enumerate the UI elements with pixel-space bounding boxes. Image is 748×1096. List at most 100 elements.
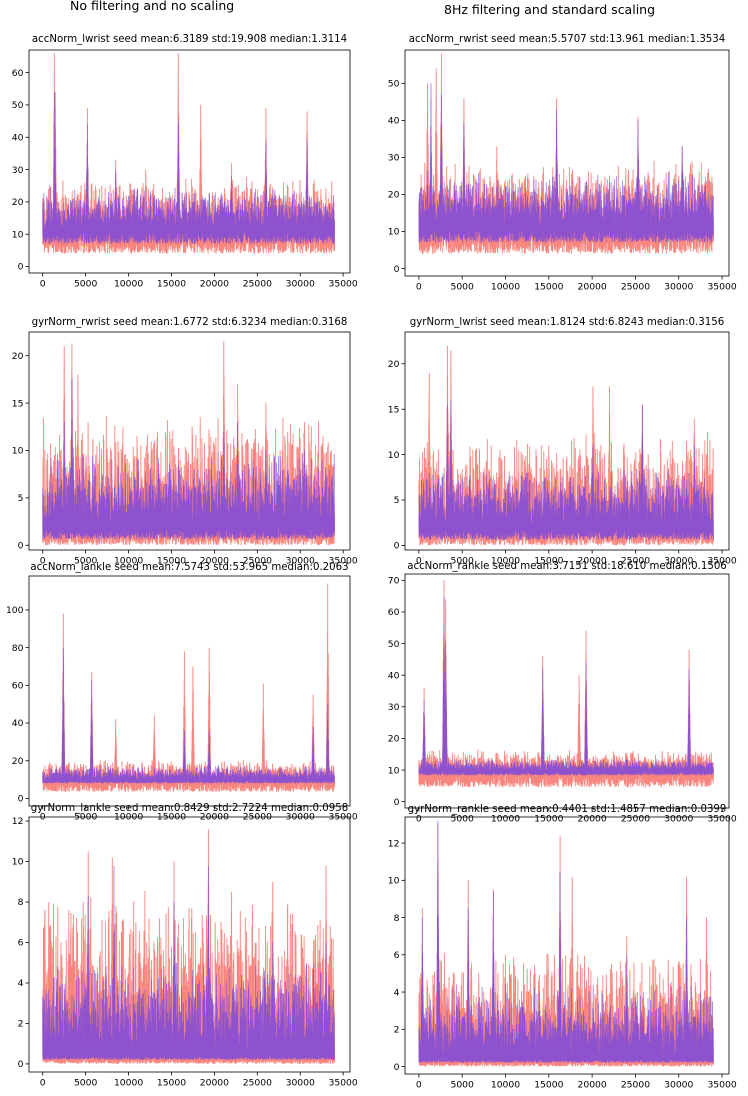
y-tick-label: 0 xyxy=(18,540,24,551)
y-tick-label: 100 xyxy=(6,605,24,616)
series-line-processed xyxy=(418,83,714,243)
y-tick-label: 20 xyxy=(388,734,400,745)
x-tick-label: 35000 xyxy=(707,1080,736,1091)
y-tick-label: 70 xyxy=(388,576,400,587)
x-tick-label: 15000 xyxy=(534,814,563,825)
column-title-left: No filtering and no scaling xyxy=(70,0,235,13)
y-tick-label: 15 xyxy=(12,398,24,409)
x-tick-label: 0 xyxy=(40,279,46,290)
series-line-processed xyxy=(42,91,335,244)
x-tick-label: 35000 xyxy=(707,556,736,567)
x-tick-label: 15000 xyxy=(157,1078,186,1089)
x-tick-label: 30000 xyxy=(664,282,693,293)
x-tick-label: 25000 xyxy=(621,282,650,293)
x-tick-label: 25000 xyxy=(621,1080,650,1091)
y-tick-label: 40 xyxy=(12,132,24,143)
x-tick-label: 20000 xyxy=(200,1078,229,1089)
y-tick-label: 20 xyxy=(388,190,400,201)
series-line-processed xyxy=(418,820,714,1063)
x-tick-label: 10000 xyxy=(491,814,520,825)
x-tick-label: 20000 xyxy=(578,556,607,567)
series-line-processed xyxy=(418,400,714,541)
y-tick-label: 10 xyxy=(388,450,400,461)
x-tick-label: 30000 xyxy=(286,556,315,567)
y-tick-label: 60 xyxy=(12,68,24,79)
x-tick-label: 0 xyxy=(40,556,46,567)
y-tick-label: 60 xyxy=(388,607,400,618)
x-tick-label: 25000 xyxy=(243,556,272,567)
chart-title: accNorm_rwrist seed mean:5.5707 std:13.9… xyxy=(409,34,726,45)
series-line-processed xyxy=(42,647,335,784)
y-tick-label: 40 xyxy=(388,670,400,681)
x-tick-label: 35000 xyxy=(329,1078,358,1089)
y-tick-label: 8 xyxy=(18,897,24,908)
y-tick-label: 50 xyxy=(12,100,24,111)
column-title-right: 8Hz filtering and standard scaling xyxy=(444,2,656,17)
y-tick-label: 5 xyxy=(394,495,400,506)
x-tick-label: 15000 xyxy=(534,282,563,293)
x-tick-label: 0 xyxy=(416,814,422,825)
plot-frame xyxy=(404,331,730,551)
x-tick-label: 25000 xyxy=(621,814,650,825)
plot-frame xyxy=(28,816,351,1073)
y-tick-label: 12 xyxy=(12,816,24,827)
x-tick-label: 20000 xyxy=(578,282,607,293)
y-tick-label: 20 xyxy=(388,359,400,370)
x-tick-label: 15000 xyxy=(534,1080,563,1091)
series-line-processed xyxy=(42,865,335,1060)
y-tick-label: 2 xyxy=(394,1025,400,1036)
x-tick-label: 5000 xyxy=(74,1078,98,1089)
y-tick-label: 50 xyxy=(388,639,400,650)
chart-panel-6: accNorm_rankle seed mean:3.7151 std:18.6… xyxy=(388,561,737,825)
y-tick-label: 0 xyxy=(394,264,400,275)
x-tick-label: 25000 xyxy=(243,279,272,290)
chart-title: gyrNorm_rankle seed mean:0.4401 std:1.48… xyxy=(408,804,727,815)
x-tick-label: 15000 xyxy=(157,556,186,567)
x-tick-label: 35000 xyxy=(329,556,358,567)
chart-title: accNorm_rankle seed mean:3.7151 std:18.6… xyxy=(407,561,727,572)
y-tick-label: 2 xyxy=(18,1019,24,1030)
series-line-processed xyxy=(42,379,335,540)
chart-panel-8: gyrNorm_rankle seed mean:0.4401 std:1.48… xyxy=(388,804,737,1091)
y-tick-label: 0 xyxy=(18,1059,24,1070)
x-tick-label: 10000 xyxy=(114,1078,143,1089)
chart-title: gyrNorm_lankle seed mean:0.8429 std:2.72… xyxy=(31,803,348,814)
plot-frame xyxy=(404,49,730,277)
x-tick-label: 20000 xyxy=(578,1080,607,1091)
y-tick-label: 20 xyxy=(12,197,24,208)
plot-frame xyxy=(404,816,730,1075)
x-tick-label: 0 xyxy=(416,556,422,567)
y-tick-label: 10 xyxy=(12,229,24,240)
x-tick-label: 10000 xyxy=(491,556,520,567)
x-tick-label: 20000 xyxy=(200,556,229,567)
y-tick-label: 10 xyxy=(388,876,400,887)
y-tick-label: 30 xyxy=(388,153,400,164)
y-tick-label: 50 xyxy=(388,79,400,90)
x-tick-label: 5000 xyxy=(450,1080,474,1091)
y-tick-label: 20 xyxy=(12,351,24,362)
y-tick-label: 10 xyxy=(388,765,400,776)
x-tick-label: 15000 xyxy=(157,279,186,290)
y-tick-label: 0 xyxy=(394,1062,400,1073)
y-tick-label: 40 xyxy=(388,116,400,127)
y-tick-label: 10 xyxy=(12,857,24,868)
chart-title: accNorm_lankle seed mean:7.5743 std:53.9… xyxy=(30,562,348,573)
x-tick-label: 10000 xyxy=(491,282,520,293)
x-tick-label: 0 xyxy=(40,1078,46,1089)
x-tick-label: 35000 xyxy=(329,279,358,290)
chart-panel-3: gyrNorm_rwrist seed mean:1.6772 std:6.32… xyxy=(12,317,358,567)
y-tick-label: 0 xyxy=(394,541,400,552)
x-tick-label: 20000 xyxy=(578,814,607,825)
x-tick-label: 25000 xyxy=(621,556,650,567)
x-tick-label: 0 xyxy=(416,1080,422,1091)
y-tick-label: 15 xyxy=(388,404,400,415)
chart-title: gyrNorm_lwrist seed mean:1.8124 std:6.82… xyxy=(410,317,724,328)
x-tick-label: 5000 xyxy=(74,279,98,290)
chart-title: accNorm_lwrist seed mean:6.3189 std:19.9… xyxy=(32,34,347,45)
y-tick-label: 30 xyxy=(12,165,24,176)
y-tick-label: 30 xyxy=(388,702,400,713)
y-tick-label: 20 xyxy=(12,756,24,767)
y-tick-label: 0 xyxy=(18,794,24,805)
x-tick-label: 35000 xyxy=(707,814,736,825)
x-tick-label: 10000 xyxy=(114,279,143,290)
